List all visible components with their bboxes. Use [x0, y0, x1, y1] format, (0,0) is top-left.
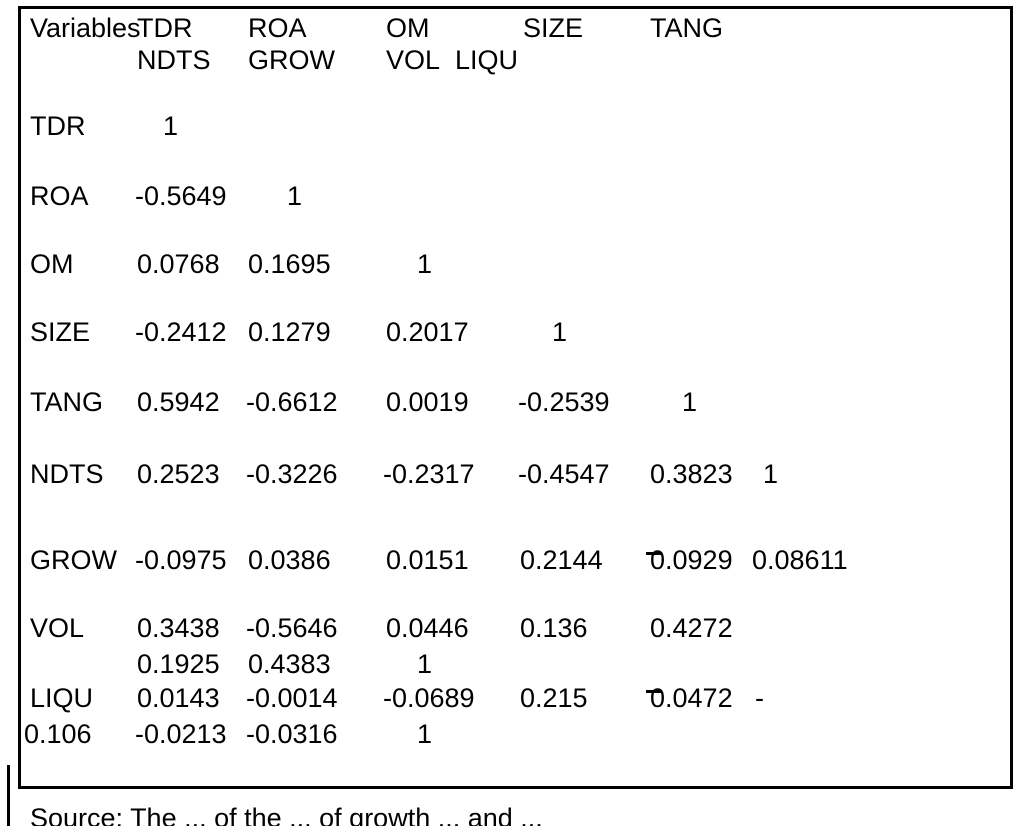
header-vol: VOL: [386, 45, 441, 75]
table-cell: 1: [163, 111, 179, 141]
header-variables: Variables: [30, 13, 141, 43]
table-cell: 0.0446: [386, 613, 469, 643]
table-cell: 0.1279: [248, 317, 331, 347]
row-label: TANG: [30, 387, 103, 417]
table-cell: 0.2523: [137, 459, 220, 489]
table-cell: -0.0975: [135, 545, 227, 575]
table-cell: -: [755, 683, 764, 713]
table-cell: -0.5646: [246, 613, 338, 643]
table-cell: -0.4547: [518, 459, 610, 489]
table-cell: 0.2017: [386, 317, 469, 347]
table-cell: -0.2539: [518, 387, 610, 417]
source-caption: Source: The ... of the ... of growth ...…: [30, 803, 543, 826]
minus-glyph-artifact: [646, 552, 662, 555]
table-cell: -0.3226: [246, 459, 338, 489]
table-cell: 0.0019: [386, 387, 469, 417]
table-cell: -0.2317: [383, 459, 475, 489]
row-label: NDTS: [30, 459, 104, 489]
header-size: SIZE: [523, 13, 584, 43]
header-tdr: TDR: [137, 13, 193, 43]
table-cell: 0.215: [520, 683, 588, 713]
header-tang: TANG: [650, 13, 723, 43]
table-cell: 0.106: [24, 719, 92, 749]
table-cell: -0.0014: [246, 683, 338, 713]
header-roa: ROA: [248, 13, 307, 43]
table-cell: 0.0151: [386, 545, 469, 575]
header-grow: GROW: [248, 45, 335, 75]
table-cell: 1: [287, 181, 303, 211]
row-label: TDR: [30, 111, 86, 141]
table-cell: 0.0929: [650, 545, 733, 575]
page-border-fragment: [7, 765, 10, 826]
table-cell: 1: [417, 649, 433, 679]
table-cell: -0.0316: [246, 719, 338, 749]
table-cell: 0.0143: [137, 683, 220, 713]
table-cell: -0.0689: [383, 683, 475, 713]
table-cell: 0.2144: [520, 545, 603, 575]
row-label: ROA: [30, 181, 89, 211]
table-cell: -0.5649: [135, 181, 227, 211]
table-cell: 0.0768: [137, 249, 220, 279]
table-cell: 1: [417, 249, 433, 279]
table-border: [18, 6, 1013, 789]
row-label: LIQU: [30, 683, 94, 713]
table-cell: 0.3438: [137, 613, 220, 643]
table-cell: 1: [763, 459, 779, 489]
table-cell: 0.08611: [752, 545, 848, 575]
row-label: SIZE: [30, 317, 91, 347]
table-cell: -0.6612: [246, 387, 338, 417]
table-cell: 0.136: [520, 613, 588, 643]
minus-glyph-artifact: [646, 690, 662, 693]
row-label: VOL: [30, 613, 85, 643]
table-cell: -0.0213: [135, 719, 227, 749]
table-cell: 0.5942: [137, 387, 220, 417]
row-label: GROW: [30, 545, 117, 575]
table-cell: 1: [417, 719, 433, 749]
table-cell: 0.3823: [650, 459, 733, 489]
row-label: OM: [30, 249, 74, 279]
table-cell: 0.4383: [248, 649, 331, 679]
header-om: OM: [386, 13, 430, 43]
table-cell: 0.1925: [137, 649, 220, 679]
table-cell: 0.4272: [650, 613, 733, 643]
table-cell: -0.2412: [135, 317, 227, 347]
table-cell: 1: [552, 317, 568, 347]
table-cell: 1: [682, 387, 698, 417]
header-ndts: NDTS: [137, 45, 211, 75]
table-cell: 0.0472: [650, 683, 733, 713]
header-liqu: LIQU: [455, 45, 519, 75]
table-cell: 0.1695: [248, 249, 331, 279]
table-cell: 0.0386: [248, 545, 331, 575]
